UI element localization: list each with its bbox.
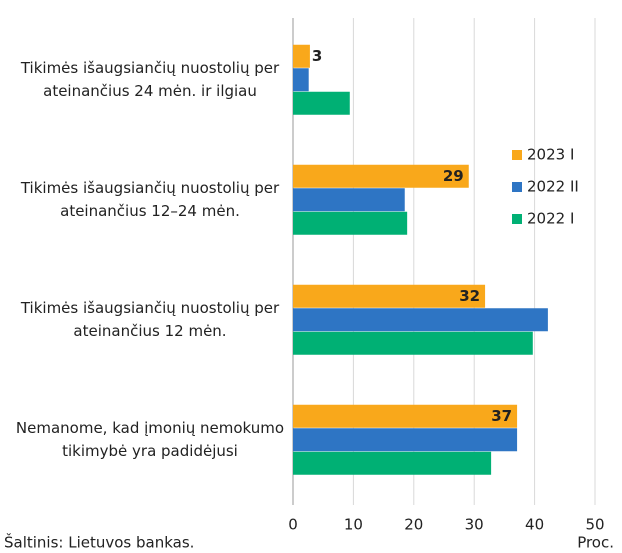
value-label: 32 (459, 287, 480, 305)
bar (293, 331, 533, 355)
x-tick-label: 10 (344, 516, 363, 534)
category-label: Tikimės išaugsiančių nuostolių per atein… (20, 299, 280, 340)
x-axis-label: Proc. (577, 534, 614, 552)
bar (293, 428, 518, 452)
category-label: Tikimės išaugsiančių nuostolių per atein… (20, 179, 280, 220)
bar (293, 164, 469, 188)
legend-label: 2022 II (527, 178, 579, 196)
x-tick-label: 0 (288, 516, 298, 534)
bar (293, 44, 310, 68)
bar (293, 91, 350, 115)
category-label: Nemanome, kad įmonių nemokumo tikimybė y… (15, 419, 285, 460)
legend-swatch (512, 182, 522, 192)
bar (293, 451, 492, 475)
bar (293, 284, 486, 308)
legend-label: 2023 I (527, 146, 574, 164)
bar (293, 188, 405, 212)
legend-label: 2022 I (527, 210, 574, 228)
x-tick-label: 50 (585, 516, 604, 534)
x-tick-label: 40 (525, 516, 544, 534)
legend-swatch (512, 214, 522, 224)
category-label: Tikimės išaugsiančių nuostolių per atein… (20, 59, 280, 100)
bar (293, 68, 309, 92)
x-tick-label: 30 (465, 516, 484, 534)
value-label: 29 (443, 167, 464, 185)
legend-swatch (512, 150, 522, 160)
bar (293, 404, 518, 428)
value-label: 37 (491, 407, 512, 425)
value-label: 3 (312, 47, 322, 65)
bar (293, 308, 548, 332)
source: Šaltinis: Lietuvos bankas. (4, 533, 194, 552)
x-tick-label: 20 (404, 516, 423, 534)
bar (293, 211, 408, 235)
